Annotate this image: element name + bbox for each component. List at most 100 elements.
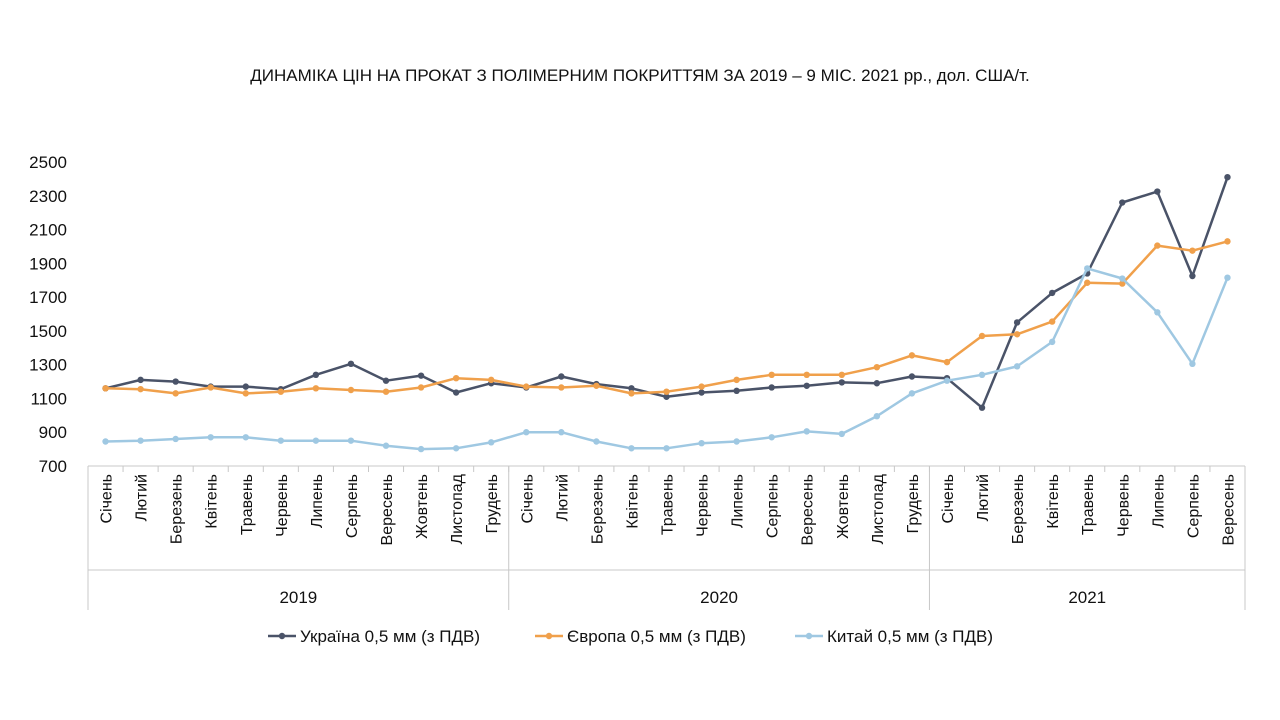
data-point bbox=[698, 389, 705, 396]
x-tick-label: Вересень bbox=[1220, 474, 1237, 545]
x-tick-label: Січень bbox=[519, 474, 536, 524]
x-tick-label: Вересень bbox=[379, 474, 396, 545]
x-tick-label: Березень bbox=[1010, 474, 1027, 544]
data-point bbox=[172, 378, 179, 385]
data-point bbox=[873, 380, 881, 387]
data-point bbox=[908, 352, 916, 359]
data-point bbox=[207, 384, 214, 391]
data-point bbox=[838, 371, 846, 378]
data-point bbox=[768, 384, 775, 391]
data-point bbox=[1154, 242, 1161, 249]
x-tick-label: Червень bbox=[695, 474, 712, 537]
data-point bbox=[908, 373, 916, 380]
data-point bbox=[663, 445, 670, 452]
y-tick-label: 900 bbox=[39, 423, 67, 442]
data-point bbox=[628, 385, 635, 392]
data-point bbox=[698, 440, 705, 447]
data-point bbox=[558, 373, 565, 380]
data-point bbox=[347, 437, 355, 444]
data-point bbox=[382, 377, 390, 384]
y-tick-label: 2100 bbox=[29, 221, 67, 240]
legend-label: Європа 0,5 мм (з ПДВ) bbox=[567, 627, 746, 646]
series-line-1 bbox=[105, 240, 1228, 395]
data-point bbox=[1189, 247, 1196, 254]
data-point bbox=[1224, 274, 1231, 281]
data-point bbox=[417, 445, 425, 453]
data-point bbox=[628, 390, 635, 397]
data-point bbox=[207, 434, 214, 441]
data-point bbox=[1084, 265, 1091, 272]
data-point bbox=[908, 390, 916, 397]
x-group-label: 2021 bbox=[1068, 588, 1106, 607]
data-point bbox=[593, 438, 600, 445]
x-tick-label: Липень bbox=[730, 474, 747, 528]
data-point bbox=[768, 371, 775, 378]
data-point bbox=[1048, 318, 1056, 325]
legend-label: Китай 0,5 мм (з ПДВ) bbox=[827, 627, 993, 646]
x-tick-label: Травень bbox=[1080, 474, 1097, 535]
x-tick-label: Червень bbox=[274, 474, 291, 537]
data-point bbox=[277, 437, 285, 444]
legend-marker bbox=[805, 632, 813, 640]
x-tick-label: Липень bbox=[1150, 474, 1167, 528]
data-point bbox=[312, 385, 320, 392]
x-tick-label: Лютий bbox=[975, 474, 992, 521]
data-point bbox=[943, 377, 951, 384]
y-tick-label: 1900 bbox=[29, 254, 67, 273]
x-tick-label: Лютий bbox=[134, 474, 151, 521]
y-tick-label: 1300 bbox=[29, 356, 67, 375]
y-tick-label: 1100 bbox=[30, 389, 67, 408]
data-point bbox=[172, 435, 179, 443]
x-tick-label: Травень bbox=[239, 474, 256, 535]
x-tick-label: Червень bbox=[1115, 474, 1132, 537]
data-point bbox=[558, 429, 565, 436]
x-tick-label: Вересень bbox=[800, 474, 817, 545]
data-point bbox=[803, 428, 810, 435]
data-point bbox=[1189, 360, 1196, 368]
data-point bbox=[803, 382, 810, 389]
data-point bbox=[312, 371, 320, 378]
data-point bbox=[1119, 199, 1126, 206]
data-point bbox=[873, 412, 881, 420]
data-point bbox=[978, 371, 986, 378]
data-point bbox=[733, 387, 740, 395]
legend-marker bbox=[278, 632, 286, 640]
legend-label: Україна 0,5 мм (з ПДВ) bbox=[300, 627, 480, 646]
chart-title: ДИНАМІКА ЦІН НА ПРОКАТ З ПОЛІМЕРНИМ ПОКР… bbox=[250, 66, 1030, 85]
data-point bbox=[1189, 272, 1196, 280]
y-tick-label: 1700 bbox=[29, 288, 67, 307]
data-point bbox=[943, 358, 951, 366]
data-point bbox=[698, 383, 705, 390]
data-point bbox=[1119, 280, 1126, 287]
x-tick-label: Липень bbox=[309, 474, 326, 528]
x-tick-label: Квітень bbox=[1045, 474, 1062, 529]
data-point bbox=[1048, 338, 1056, 346]
x-tick-label: Жовтень bbox=[414, 474, 431, 539]
x-tick-label: Грудень bbox=[905, 474, 922, 533]
x-tick-label: Квітень bbox=[204, 474, 221, 529]
data-point bbox=[417, 384, 425, 391]
data-point bbox=[1013, 331, 1021, 338]
data-point bbox=[487, 439, 495, 446]
data-point bbox=[277, 388, 285, 395]
data-point bbox=[102, 385, 109, 392]
data-point bbox=[978, 404, 986, 411]
data-point bbox=[978, 332, 986, 340]
x-tick-label: Жовтень bbox=[835, 474, 852, 539]
data-point bbox=[102, 438, 109, 445]
legend-marker bbox=[545, 632, 553, 640]
x-tick-label: Квітень bbox=[624, 474, 641, 529]
series-line-2 bbox=[105, 267, 1229, 451]
data-point bbox=[523, 429, 530, 436]
y-tick-label: 2500 bbox=[29, 153, 67, 172]
x-tick-label: Грудень bbox=[484, 474, 501, 533]
data-point bbox=[382, 442, 390, 449]
data-point bbox=[628, 445, 635, 452]
data-point bbox=[347, 386, 355, 394]
data-point bbox=[663, 393, 670, 400]
data-point bbox=[733, 438, 740, 445]
data-point bbox=[172, 390, 179, 397]
data-point bbox=[838, 430, 846, 438]
